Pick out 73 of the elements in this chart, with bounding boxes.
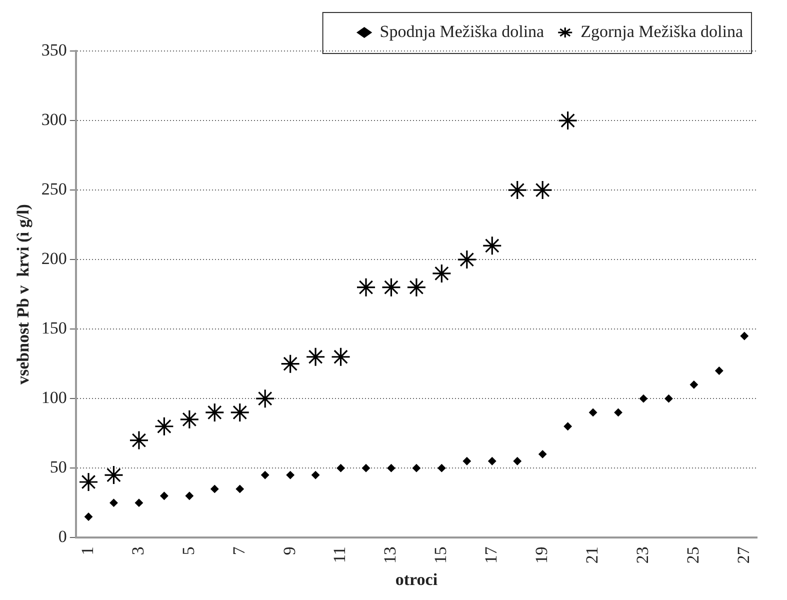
point [412,464,420,472]
y-tick-label: 150 [41,318,67,338]
x-tick-label: 7 [229,546,248,556]
point [104,465,124,485]
y-tick-label: 50 [50,458,67,477]
point [457,250,477,270]
x-tick-label: 19 [532,546,552,564]
x-tick-label: 21 [582,546,602,564]
point [336,464,345,472]
point [664,394,673,403]
point [740,332,748,340]
point [185,492,194,500]
legend-label: Spodnja Mežiška dolina [380,22,545,41]
x-tick-label: 27 [734,546,753,564]
point [230,402,250,422]
point [261,471,270,480]
point [538,450,547,458]
point [482,236,502,256]
point [280,354,300,374]
point [406,278,426,298]
point [432,264,452,284]
point [589,408,598,416]
point [180,410,200,430]
x-tick-label: 11 [330,546,350,563]
x-tick-label: 25 [683,546,702,564]
point [513,457,522,466]
point [129,430,149,450]
point [508,180,528,200]
point [84,512,93,521]
point [639,394,648,403]
x-tick-label: 13 [380,546,400,564]
point [204,402,224,422]
y-tick-label: 300 [41,110,67,129]
point [488,457,496,466]
point [154,416,174,436]
point [255,388,275,408]
point [110,498,118,507]
x-tick-label: 9 [280,546,299,556]
point [715,366,724,375]
point [532,180,552,200]
point [134,498,143,507]
point [362,464,370,472]
y-tick-label: 350 [41,40,67,60]
point [286,471,294,480]
point [381,278,402,298]
point [356,278,376,298]
x-tick-label: 1 [78,546,97,556]
point [236,484,244,493]
x-tick-label: 15 [431,546,450,564]
x-tick-label: 17 [482,546,501,564]
point [160,492,168,500]
point [614,408,622,416]
point [558,110,578,130]
point [306,347,326,367]
point [330,347,351,367]
point [387,464,396,472]
point [462,457,471,466]
point [690,380,698,389]
x-tick-label: 3 [128,546,148,556]
point [564,422,572,430]
point [210,484,219,493]
y-tick-label: 0 [58,527,67,546]
point [438,464,446,472]
y-axis-title: vsebnost Pb v krvi (ì g/l) [14,204,33,385]
point [312,471,320,480]
x-tick-label: 5 [178,546,198,556]
point [78,472,98,492]
x-axis-title: otroci [395,570,438,590]
x-tick-label: 23 [632,546,652,564]
legend-label: Zgornja Mežiška dolina [580,22,744,41]
y-tick-label: 200 [41,249,67,268]
y-tick-label: 250 [41,179,67,198]
y-tick-label: 100 [41,388,67,408]
